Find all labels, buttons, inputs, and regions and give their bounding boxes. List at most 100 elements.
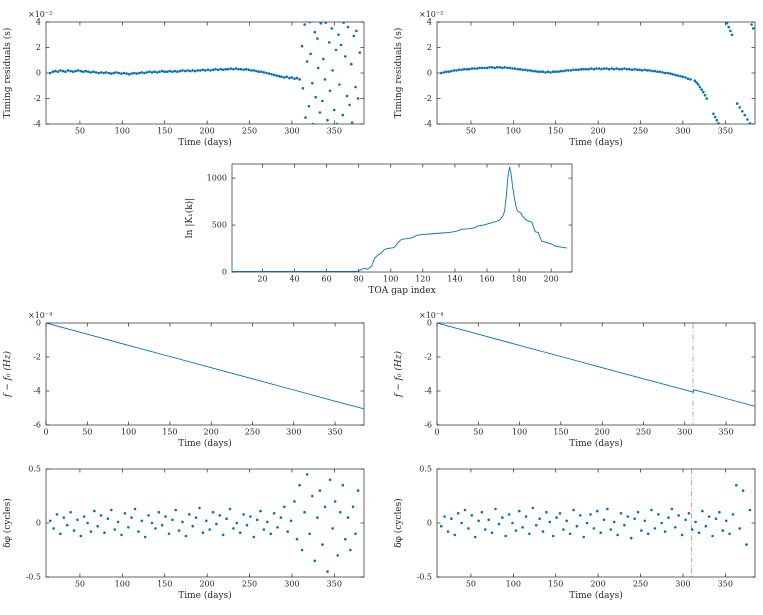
axis-exponent-label: ×10⁻² (419, 10, 443, 19)
scatter-series (439, 483, 752, 546)
axes-box (45, 21, 365, 125)
scatter-series (48, 473, 360, 573)
chart-phase-residuals-b: 50 100 150 200 250 300 350 -0.5 0 0.5 Time (days) δ… (391, 459, 763, 615)
svg-text:4: 4 (427, 18, 432, 27)
svg-text:-4: -4 (33, 386, 41, 395)
svg-text:150: 150 (157, 579, 172, 588)
svg-text:140: 140 (447, 275, 462, 284)
svg-text:250: 250 (633, 127, 648, 136)
chart-svg: 50 100 150 200 250 300 350 -0.5 0 0.5 Time (days) δ… (2, 465, 365, 601)
y-axis-label: f − f₀ (Hz) (2, 350, 13, 397)
y-axis-ticks: -6 -4 -2 0 (33, 318, 364, 429)
svg-text:100: 100 (506, 127, 521, 136)
svg-text:350: 350 (718, 579, 733, 588)
svg-text:0: 0 (427, 519, 432, 528)
svg-text:0: 0 (36, 69, 41, 78)
svg-text:250: 250 (242, 127, 257, 136)
scatter-series (48, 22, 362, 124)
axes-box (45, 468, 365, 578)
svg-text:0: 0 (36, 519, 41, 528)
svg-text:250: 250 (242, 579, 257, 588)
svg-text:200: 200 (543, 275, 558, 284)
chart-svg: 0 50 100 150 200 250 300 350 -6 -4 -2 0 Time (days) f… (2, 311, 365, 449)
scatter-series (439, 22, 755, 124)
svg-text:100: 100 (121, 427, 136, 436)
line-series (437, 322, 755, 407)
svg-text:4: 4 (36, 18, 41, 27)
svg-text:-4: -4 (33, 120, 41, 129)
axis-exponent-label: ×10⁻⁴ (419, 311, 443, 320)
axis-exponent-label: ×10⁻⁴ (28, 311, 52, 320)
chart-frequency-drift-b: 0 50 100 150 200 250 300 350 -6 -4 -2 0 Time (days) f… (391, 307, 763, 459)
y-axis-ticks: -4 -2 0 2 4 (424, 18, 755, 129)
svg-text:300: 300 (675, 127, 690, 136)
svg-text:200: 200 (590, 127, 605, 136)
x-axis-ticks: 0 50 100 150 200 250 300 350 (43, 322, 343, 436)
y-axis-label: f − f₀ (Hz) (393, 350, 404, 397)
svg-text:-2: -2 (33, 352, 41, 361)
y-axis-ticks: -4 -2 0 2 4 (33, 18, 364, 129)
svg-text:350: 350 (718, 427, 733, 436)
axes-box (231, 163, 572, 273)
x-axis-ticks: 50 100 150 200 250 300 350 (466, 22, 733, 136)
chart-svg: 50 100 150 200 250 300 350 -0.5 0 0.5 Time (days) δ… (393, 465, 756, 601)
x-axis-ticks: 50 100 150 200 250 300 350 (75, 22, 342, 136)
svg-text:40: 40 (289, 275, 299, 284)
y-axis-ticks: -0.5 0 0.5 (417, 465, 755, 582)
y-axis-label: δφ (cycles) (393, 498, 404, 548)
axis-exponent-label: ×10⁻² (28, 10, 52, 19)
svg-text:20: 20 (257, 275, 267, 284)
chart-svg: 20 40 60 80 100 120 140 160 180 200 0 500 1000 TOA ga… (184, 163, 572, 296)
chart-phase-residuals-a: 50 100 150 200 250 300 350 -0.5 0 0.5 Time (days) δ… (0, 459, 372, 615)
svg-text:180: 180 (511, 275, 526, 284)
x-axis-label: Time (days) (569, 590, 622, 601)
svg-text:-0.5: -0.5 (417, 573, 432, 582)
svg-text:250: 250 (245, 427, 260, 436)
svg-text:2: 2 (36, 43, 41, 52)
svg-text:150: 150 (553, 427, 568, 436)
svg-text:100: 100 (115, 127, 130, 136)
svg-text:-2: -2 (424, 352, 432, 361)
line-series (231, 167, 567, 273)
svg-text:150: 150 (157, 127, 172, 136)
line-series (46, 322, 364, 409)
svg-text:100: 100 (506, 579, 521, 588)
svg-text:200: 200 (590, 579, 605, 588)
svg-text:300: 300 (677, 427, 692, 436)
svg-text:100: 100 (115, 579, 130, 588)
y-axis-label: Timing residuals (s) (2, 28, 13, 119)
svg-text:0.5: 0.5 (28, 465, 41, 474)
svg-text:350: 350 (718, 127, 733, 136)
svg-text:160: 160 (479, 275, 494, 284)
svg-text:300: 300 (286, 427, 301, 436)
chart-svg: 50 100 150 200 250 300 350 -4 -2 0 2 4 Time (days) Ti… (393, 10, 756, 148)
svg-text:50: 50 (466, 579, 476, 588)
svg-text:0: 0 (221, 268, 226, 277)
y-axis-ticks: 0 500 1000 (206, 174, 572, 277)
axes-box (436, 468, 756, 578)
svg-text:300: 300 (284, 127, 299, 136)
svg-text:300: 300 (284, 579, 299, 588)
chart-gap-likelihood: 20 40 60 80 100 120 140 160 180 200 0 500 1000 TOA ga… (182, 154, 582, 306)
svg-text:50: 50 (466, 127, 476, 136)
svg-text:0: 0 (434, 427, 439, 436)
svg-text:100: 100 (512, 427, 527, 436)
chart-svg: 0 50 100 150 200 250 300 350 -6 -4 -2 0 Time (days) f… (393, 311, 756, 449)
svg-text:2: 2 (427, 43, 432, 52)
svg-text:-6: -6 (33, 420, 41, 429)
y-axis-label: δφ (cycles) (2, 498, 13, 548)
x-axis-label: Time (days) (178, 590, 231, 601)
svg-text:250: 250 (633, 579, 648, 588)
svg-text:50: 50 (82, 427, 92, 436)
svg-text:50: 50 (75, 127, 85, 136)
svg-text:200: 200 (595, 427, 610, 436)
svg-text:60: 60 (321, 275, 331, 284)
chart-frequency-drift-a: 0 50 100 150 200 250 300 350 -6 -4 -2 0 Time (days) f… (0, 307, 372, 459)
svg-text:-2: -2 (33, 94, 41, 103)
svg-text:-4: -4 (424, 386, 432, 395)
svg-text:200: 200 (199, 127, 214, 136)
x-axis-label: Time (days) (178, 438, 231, 449)
svg-text:0: 0 (427, 318, 432, 327)
svg-text:250: 250 (636, 427, 651, 436)
svg-text:150: 150 (162, 427, 177, 436)
